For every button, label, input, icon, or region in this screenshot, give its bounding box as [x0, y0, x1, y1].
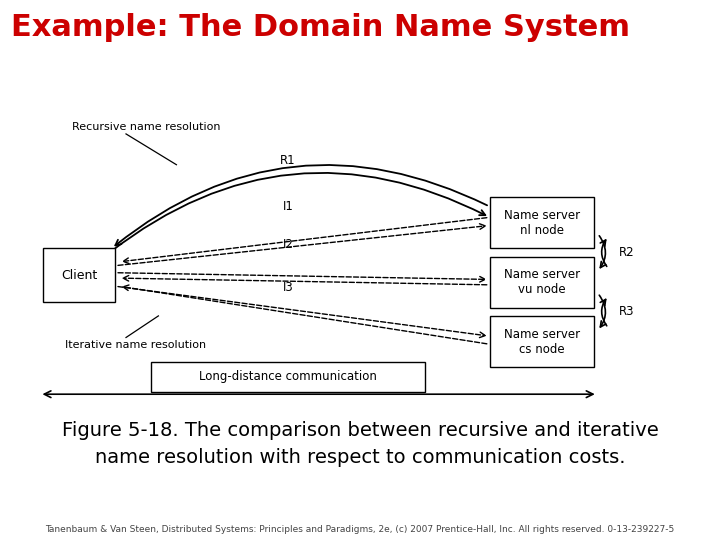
- Text: Name server
nl node: Name server nl node: [504, 209, 580, 237]
- Text: I1: I1: [282, 200, 294, 213]
- Text: Figure 5-18. The comparison between recursive and iterative: Figure 5-18. The comparison between recu…: [62, 421, 658, 440]
- Text: Name server
cs node: Name server cs node: [504, 328, 580, 355]
- Bar: [490, 197, 594, 248]
- Text: Recursive name resolution: Recursive name resolution: [72, 122, 220, 132]
- Text: R3: R3: [619, 305, 635, 319]
- Text: Long-distance communication: Long-distance communication: [199, 370, 377, 383]
- Bar: [43, 248, 115, 302]
- Bar: [490, 256, 594, 308]
- Text: name resolution with respect to communication costs.: name resolution with respect to communic…: [95, 448, 625, 467]
- Text: Iterative name resolution: Iterative name resolution: [65, 340, 206, 350]
- Text: Name server
vu node: Name server vu node: [504, 268, 580, 296]
- Text: I3: I3: [283, 281, 293, 294]
- Text: I2: I2: [282, 238, 294, 251]
- Text: R2: R2: [619, 246, 635, 259]
- Bar: [490, 316, 594, 367]
- Bar: [151, 362, 425, 392]
- Text: Client: Client: [61, 269, 97, 282]
- Text: Tanenbaum & Van Steen, Distributed Systems: Principles and Paradigms, 2e, (c) 20: Tanenbaum & Van Steen, Distributed Syste…: [45, 524, 675, 534]
- Text: Example: The Domain Name System: Example: The Domain Name System: [11, 14, 630, 43]
- Text: R1: R1: [280, 154, 296, 167]
